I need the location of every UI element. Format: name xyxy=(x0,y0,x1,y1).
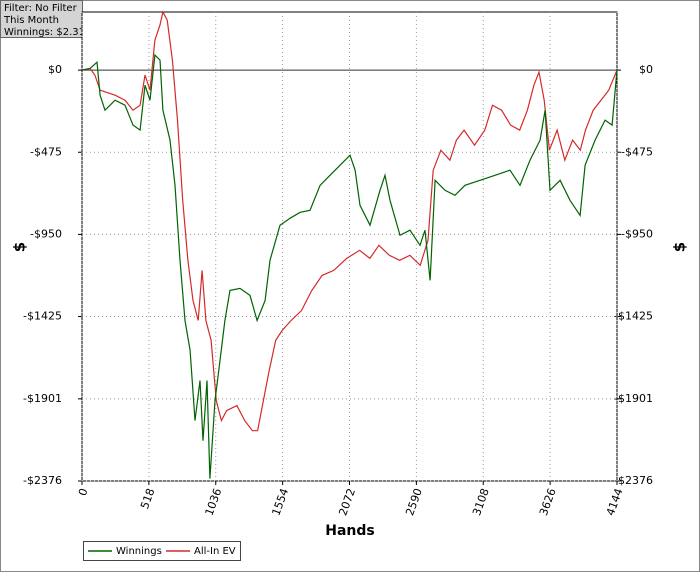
y-tick-label: -$2376 xyxy=(23,474,62,487)
filter-text: This Month xyxy=(3,15,59,26)
y-tick-label: -$475 xyxy=(30,145,62,158)
y-tick-label: $0 xyxy=(639,63,653,76)
legend-label: Winnings xyxy=(116,546,162,557)
x-tick-label: 0 xyxy=(76,487,91,498)
y-tick-label: -$1425 xyxy=(23,310,62,323)
y-tick-label: -$950 xyxy=(621,227,653,240)
y-axis-label: $ xyxy=(11,242,29,252)
y-tick-label: -$1901 xyxy=(614,392,653,405)
filter-box xyxy=(0,0,83,38)
x-axis-label: Hands xyxy=(325,523,375,539)
line xyxy=(81,10,618,432)
filter-text: Filter: No Filter xyxy=(4,3,78,14)
y-tick-label: -$1901 xyxy=(23,392,62,405)
y-tick-label: -$2376 xyxy=(614,474,653,487)
y-axis-label: $ xyxy=(671,242,689,252)
y-tick-label: -$950 xyxy=(30,227,62,240)
filter-text: Winnings: $2.31 xyxy=(4,27,85,38)
legend xyxy=(83,541,241,561)
plot-area xyxy=(81,11,618,482)
legend-label: All-In EV xyxy=(194,546,236,557)
y-tick-label: -$1425 xyxy=(614,310,653,323)
y-tick-label: $0 xyxy=(48,63,62,76)
line xyxy=(81,53,618,479)
y-tick-label: -$475 xyxy=(621,145,653,158)
